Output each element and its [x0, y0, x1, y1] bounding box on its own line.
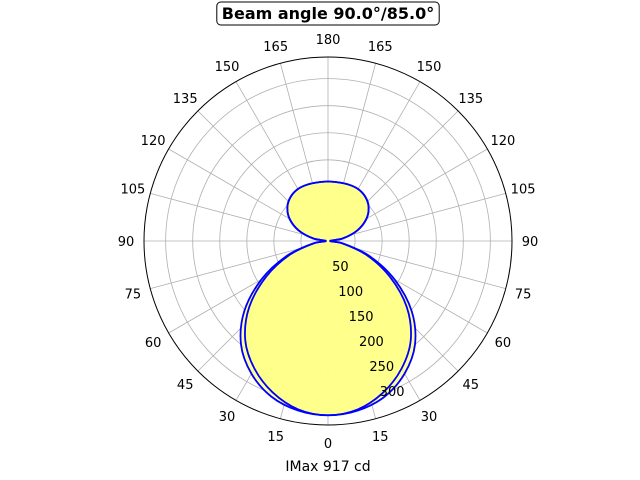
angle-tick-label: 120: [141, 134, 166, 149]
angle-tick-label: 150: [215, 60, 240, 75]
title-text: Beam angle 90.0°/85.0°: [222, 4, 434, 23]
radial-tick-label: 150: [349, 310, 374, 325]
angle-tick-label: 150: [417, 60, 442, 75]
radial-tick-label: 50: [332, 260, 349, 275]
series-fill-2: [240, 181, 416, 416]
angle-tick-label: 165: [368, 40, 393, 55]
angle-tick-label: 135: [173, 92, 198, 107]
series-line-2: [239, 180, 417, 417]
angle-tick-label: 120: [490, 134, 515, 149]
angle-tick-label: 75: [125, 287, 142, 302]
angle-tick-label: 135: [458, 92, 483, 107]
radial-tick-label: 100: [338, 285, 363, 300]
angle-tick-label: 60: [495, 336, 512, 351]
angle-tick-label: 105: [511, 183, 536, 198]
radial-tick-labels: 50 100 150 200 250 300: [332, 260, 404, 400]
angle-tick-label: 15: [267, 430, 284, 445]
angle-tick-label: 45: [463, 378, 480, 393]
angle-tick-label: 15: [372, 430, 389, 445]
angle-tick-label: 0: [324, 437, 332, 452]
angle-tick-label: 45: [177, 378, 194, 393]
angle-tick-label: 90: [118, 235, 135, 250]
angle-tick-labels: 0 15 30 45 60 75 90 105 120 135 150 165 180 165 150 135…: [118, 33, 539, 452]
angular-gridline: [150, 192, 329, 242]
angle-tick-label: 180: [316, 33, 341, 48]
angle-tick-label: 30: [219, 410, 236, 425]
title-box: [216, 1, 440, 26]
angle-tick-label: 30: [421, 410, 438, 425]
radial-tick-label: 250: [369, 360, 394, 375]
angle-tick-label: 75: [515, 287, 532, 302]
intensity-curves: [239, 180, 417, 417]
radial-tick-label: 200: [359, 335, 384, 350]
angle-tick-label: 105: [120, 183, 145, 198]
radial-tick-label: 300: [380, 385, 405, 400]
angle-tick-label: 165: [263, 40, 288, 55]
angular-gridline: [327, 192, 506, 242]
polar-frame: [143, 56, 513, 426]
angle-tick-label: 90: [522, 235, 539, 250]
angle-tick-label: 60: [145, 336, 162, 351]
x-axis-label: IMax 917 cd: [285, 459, 370, 475]
chart-title: Beam angle 90.0°/85.0°: [216, 1, 440, 26]
intensity-fill: [240, 181, 416, 416]
